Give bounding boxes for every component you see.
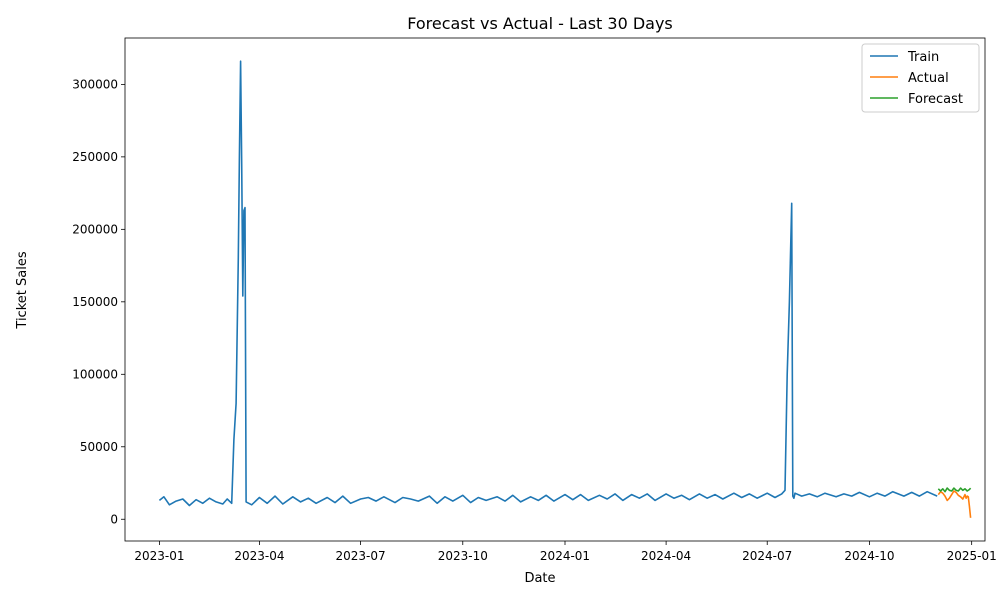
legend-label-forecast: Forecast xyxy=(908,92,963,107)
x-axis-label: Date xyxy=(524,571,555,586)
chart-title: Forecast vs Actual - Last 30 Days xyxy=(407,14,673,33)
x-tick-label: 2024-07 xyxy=(742,549,792,563)
y-axis: 0 50000 100000 150000 200000 250000 300000 xyxy=(72,77,125,526)
legend-label-actual: Actual xyxy=(908,71,949,86)
x-axis: 2023-01 2023-04 2023-07 2023-10 2024-01 2024-… xyxy=(134,541,997,563)
series-line-forecast xyxy=(937,487,972,493)
y-tick-label: 100000 xyxy=(72,367,118,381)
x-tick-label: 2023-04 xyxy=(234,549,284,563)
legend-box xyxy=(861,43,980,113)
y-tick-label: 50000 xyxy=(80,440,118,454)
plot-area xyxy=(124,37,986,542)
series-line-train xyxy=(158,60,938,507)
y-tick-label: 300000 xyxy=(72,77,118,91)
x-tick-label: 2023-01 xyxy=(134,549,184,563)
x-tick-label: 2023-10 xyxy=(438,549,488,563)
series-layer xyxy=(158,60,972,518)
y-axis-label: Ticket Sales xyxy=(15,251,30,329)
y-tick-label: 0 xyxy=(110,512,118,526)
legend-label-train: Train xyxy=(907,50,939,65)
x-tick-label: 2024-10 xyxy=(844,549,894,563)
y-tick-label: 150000 xyxy=(72,295,118,309)
x-tick-label: 2025-01 xyxy=(947,549,997,563)
plot-border xyxy=(124,37,986,542)
legend: Train Actual Forecast xyxy=(861,43,980,113)
series-line-actual xyxy=(937,490,972,518)
y-tick-label: 200000 xyxy=(72,222,118,236)
x-tick-label: 2024-04 xyxy=(641,549,691,563)
x-tick-label: 2024-01 xyxy=(540,549,590,563)
y-tick-label: 250000 xyxy=(72,150,118,164)
x-tick-label: 2023-07 xyxy=(335,549,385,563)
